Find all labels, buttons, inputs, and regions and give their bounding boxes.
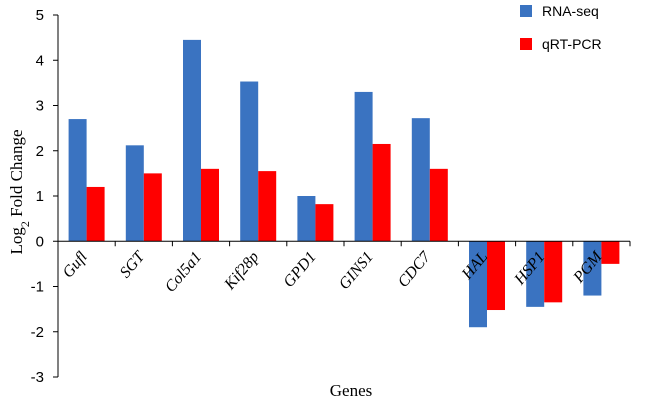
legend: RNA-seq qRT-PCR: [520, 3, 602, 52]
x-category-label: Col5a1: [162, 249, 205, 296]
y-axis-title-main: Log: [7, 227, 26, 255]
bar-qrt-pcr-gins1: [372, 143, 391, 242]
bar-qrt-pcr-gufl: [86, 186, 105, 242]
x-category-label: CDC7: [395, 248, 435, 291]
y-axis: -3 -2 -1 0 1 2 3 4 5: [31, 7, 58, 386]
x-category-label: Kif28p: [221, 249, 263, 294]
bar-qrt-pcr-pgm: [601, 241, 620, 264]
bar-qrt-pcr-col5a1: [201, 168, 219, 242]
y-axis-title-subscript: 2: [18, 221, 32, 227]
bar-rna-seq-hsp1: [526, 241, 545, 307]
bar-rna-seq-gpd1: [297, 196, 316, 242]
bar-qrt-pcr-sgt: [143, 173, 162, 242]
y-tick-label: 2: [36, 143, 44, 160]
legend-swatch: [520, 38, 532, 50]
axes: [57, 15, 631, 377]
bar-qrt-pcr-cdc7: [429, 168, 448, 242]
y-tick-label: 1: [36, 188, 44, 205]
y-tick-label: -1: [31, 279, 44, 296]
bar-rna-seq-sgt: [125, 145, 144, 242]
bar-qrt-pcr-hsp1: [544, 241, 563, 303]
bar-rna-seq-gins1: [354, 91, 373, 242]
bar-rna-seq-kif28p: [240, 81, 259, 242]
y-axis-title: Log2 Fold Change: [7, 130, 32, 255]
bars: [68, 39, 620, 328]
y-tick-label: 0: [36, 233, 44, 250]
bar-qrt-pcr-hal: [487, 241, 505, 311]
y-tick-label: -3: [31, 369, 44, 386]
legend-label: RNA-seq: [542, 3, 599, 19]
x-axis-title: Genes: [330, 381, 372, 400]
legend-label: qRT-PCR: [542, 36, 602, 52]
x-category-label: GPD1: [280, 249, 319, 291]
y-tick-label: -2: [31, 324, 44, 341]
bar-rna-seq-gufl: [68, 119, 87, 242]
bar-rna-seq-col5a1: [183, 39, 201, 242]
y-axis-title-rest: Fold Change: [7, 130, 26, 222]
y-tick-label: 4: [36, 52, 44, 69]
x-category-label: GINS1: [336, 249, 377, 293]
y-tick-label: 3: [36, 98, 44, 115]
bar-rna-seq-cdc7: [411, 118, 430, 242]
bar-qrt-pcr-gpd1: [315, 204, 334, 242]
bar-rna-seq-pgm: [583, 241, 602, 296]
x-category-label: Gufl: [60, 248, 92, 281]
x-category-label: SGT: [117, 248, 149, 282]
bar-rna-seq-hal: [469, 241, 487, 328]
x-axis-labels: Gufl SGT Col5a1 Kif28p GPD1 GINS1 CDC7 HAL HSP1 P…: [60, 247, 607, 295]
bar-qrt-pcr-kif28p: [258, 171, 277, 242]
legend-swatch: [520, 5, 532, 17]
y-tick-label: 5: [36, 7, 44, 24]
svg-text:Log2 Fold Change: Log2 Fold Change: [7, 130, 32, 255]
